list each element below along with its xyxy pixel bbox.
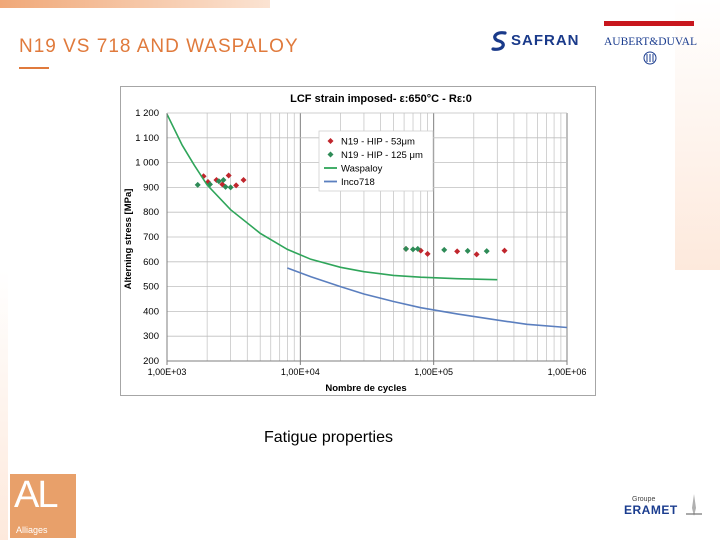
data-point [424,250,431,257]
aubert-duval-wordmark: AUBERT&DUVAL [604,36,698,48]
x-tick-label: 1,00E+06 [548,367,587,377]
data-point [402,245,409,252]
alliages-logo-letters: AL [14,474,59,516]
data-point [194,181,201,188]
y-tick-label: 200 [143,356,159,367]
data-point [233,182,240,189]
chart-axes: 1,00E+03 1,00E+04 1,00E+05 1,00E+06 200 300 40… [135,108,586,377]
legend-entry: Inco718 [341,177,375,188]
y-tick-label: 800 [143,207,159,218]
chart-legend: N19 - HIP - 53μm N19 - HIP - 125 μm Waspal… [318,130,434,192]
y-tick-label: 1 100 [135,133,159,144]
x-tick-label: 1,00E+04 [281,367,320,377]
alliages-logo [10,474,76,538]
fatigue-chart-svg: 1,00E+03 1,00E+04 1,00E+05 1,00E+06 200 300 40… [123,93,586,394]
y-tick-label: 300 [143,331,159,342]
fatigue-chart: 1,00E+03 1,00E+04 1,00E+05 1,00E+06 200 300 40… [120,86,596,396]
y-tick-label: 400 [143,306,159,317]
chart-series [166,113,568,329]
data-point [206,181,213,188]
aubert-duval-emblem-icon [643,51,657,65]
data-point [501,247,508,254]
series-line [287,267,568,329]
data-point [454,248,461,255]
right-edge-gradient [675,0,720,270]
legend-box [318,130,434,192]
slide-caption: Fatigue properties [264,429,393,446]
data-point [225,172,232,179]
eramet-flame-icon [686,494,702,516]
data-point [473,251,480,258]
x-tick-label: 1,00E+03 [148,367,187,377]
y-axis-label: Alterning stress [MPa] [123,189,134,290]
legend-entry: N19 - HIP - 53μm [341,137,415,148]
legend-swatch [327,138,334,144]
aubert-duval-red-bar [604,21,694,26]
data-point [227,184,234,191]
safran-logo: SAFRAN [489,29,589,55]
x-tick-label: 1,00E+05 [414,367,453,377]
data-point [441,246,448,253]
eramet-wordmark: ERAMET [624,503,678,517]
y-tick-label: 600 [143,257,159,268]
safran-swirl-icon [491,31,507,51]
data-point [222,183,229,190]
y-tick-label: 1 000 [135,158,159,169]
data-point [240,176,247,183]
y-tick-label: 1 200 [135,108,159,119]
title-underline [19,67,49,69]
data-point [215,178,222,185]
series-line [166,113,498,281]
left-edge-gradient [0,270,8,540]
chart-title: LCF strain imposed- ε:650°C - Rε:0 [290,93,472,105]
data-point [220,176,227,183]
top-left-accent-bar [0,0,270,8]
y-tick-label: 500 [143,282,159,293]
alliages-logo-caption: Alliages [16,525,48,535]
data-point [414,245,421,252]
y-tick-label: 700 [143,232,159,243]
legend-entry: N19 - HIP - 125 μm [341,150,423,161]
data-point [483,248,490,255]
x-axis-label: Nombre de cycles [325,383,406,394]
legend-entry: Waspaloy [341,164,383,175]
slide-title: N19 VS 718 AND WASPALOY [19,36,299,57]
eramet-groupe-label: Groupe [632,496,656,503]
data-point [464,247,471,254]
data-point [410,246,417,253]
safran-wordmark: SAFRAN [511,32,580,49]
y-tick-label: 900 [143,182,159,193]
legend-swatch [327,151,334,158]
